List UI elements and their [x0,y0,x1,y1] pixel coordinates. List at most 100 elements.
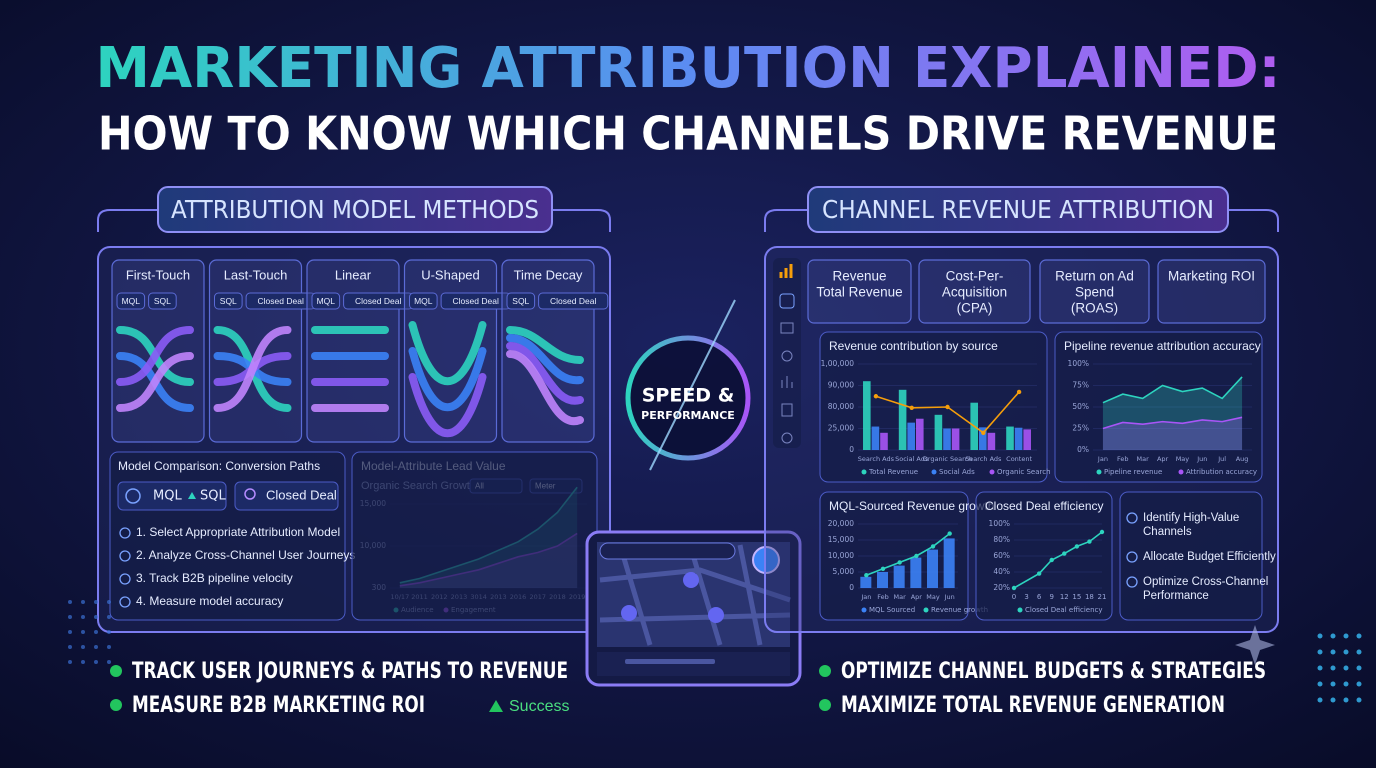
kpi-label: (ROAS) [1071,301,1118,316]
chart-title: MQL-Sourced Revenue growth [829,499,994,513]
step-text: 1. Select Appropriate Attribution Model [136,525,340,539]
dot [94,645,98,649]
dot [68,600,72,604]
bracket [764,209,1279,232]
y-tick-label: 25,000 [828,424,854,433]
kpi-label: Revenue [832,269,886,284]
dot [1356,681,1362,687]
chart-title: Revenue contribution by source [829,339,998,353]
section-title: ATTRIBUTION MODEL METHODS [171,195,539,224]
bar [871,426,880,450]
bar [893,565,905,588]
legend-label: Attribution accuracy [1186,468,1257,476]
dot [94,630,98,634]
step-text: 4. Measure model accuracy [136,594,283,608]
comparison-title: Model Comparison: Conversion Paths [118,459,320,473]
bar [943,428,951,450]
x-tick-label: 18 [1085,593,1094,601]
point [947,531,952,536]
x-tick-label: 21 [1098,593,1107,601]
sidebar-icon [781,432,793,444]
bar [1023,429,1031,450]
sidebar-icon [781,403,793,417]
tag-text: SQL [512,296,529,306]
closed-label: Closed Deal [266,487,337,502]
dot [1356,665,1362,671]
check-icon [1126,551,1138,563]
x-tick-label: Jun [944,593,955,601]
status-icon [489,700,503,712]
point [1087,539,1092,544]
kpi-label: Marketing ROI [1168,269,1255,284]
map-pin [683,572,699,588]
kpi-card [807,259,912,324]
model-name: Last-Touch [224,267,288,282]
checklist-text: Identify High-Value [1143,512,1239,524]
checklist-text: Optimize Cross-Channel [1143,576,1268,588]
bar [907,422,915,450]
bar [1014,427,1023,450]
kpi-card [918,259,1031,324]
tag [538,292,609,310]
dot [68,630,72,634]
flow-arrow [506,334,584,385]
checklist-text: Performance [1143,590,1209,602]
legend-label: Social Ads [939,468,975,476]
badge-ring [625,335,751,461]
chart-title: Closed Deal efficiency [985,499,1104,513]
sparkle [1235,625,1275,665]
y-tick-label: 100% [1068,359,1089,368]
bar [979,427,987,450]
x-tick-label: Feb [1117,455,1129,463]
dot [1343,633,1349,639]
dot [1330,665,1336,671]
tag [116,292,146,310]
dot [81,615,85,619]
point [873,394,879,399]
x-tick-label: Jan [1097,455,1108,463]
x-tick-label: Feb [877,593,889,601]
legend-label: Closed Deal efficiency [1025,606,1103,614]
check-icon [119,527,131,539]
search-bar [599,542,736,560]
x-tick-label: Mar [1137,455,1150,463]
bullet-text: MEASURE B2B MARKETING ROI [132,693,425,718]
point [1099,529,1105,535]
bullet [819,699,831,711]
point [945,404,950,410]
x-tick-label: Apr [911,593,923,601]
x-tick-label: Social Ads [895,455,929,463]
dot [81,660,85,664]
bullet-text: OPTIMIZE CHANNEL BUDGETS & STRATEGIES [841,659,1266,684]
tag-text: MQL [122,296,141,306]
area [1102,376,1243,450]
bullet [110,699,122,711]
dot [94,660,98,664]
bar [863,381,871,450]
area [1102,417,1243,450]
y-tick-label: 0% [1077,445,1089,454]
y-tick-label: 80% [993,535,1010,544]
subtitle: HOW TO KNOW WHICH CHANNELS DRIVE REVENUE [98,107,1278,161]
dot [68,660,72,664]
dot [81,630,85,634]
x-tick-label: 3 [1024,593,1028,601]
bar [1006,426,1014,450]
legend-swatch [989,469,995,475]
title: MARKETING ATTRIBUTION EXPLAINED: [96,36,1281,101]
kpi-label: Total Revenue [816,285,902,300]
dot [94,615,98,619]
y-tick-label: 40% [993,567,1010,576]
kpi-card [1039,259,1150,324]
dot [1330,681,1336,687]
y-tick-label: 75% [1072,381,1089,390]
flow-arrow [116,352,194,412]
map-roads [599,544,791,646]
dot [94,600,98,604]
y-tick-label: 0 [849,583,854,592]
check-icon [119,550,131,562]
x-tick-label: Search Ads [965,455,1002,463]
tag-text: Closed Deal [453,296,499,306]
x-tick-label: Aug [1236,455,1249,463]
legend-swatch [931,469,937,475]
